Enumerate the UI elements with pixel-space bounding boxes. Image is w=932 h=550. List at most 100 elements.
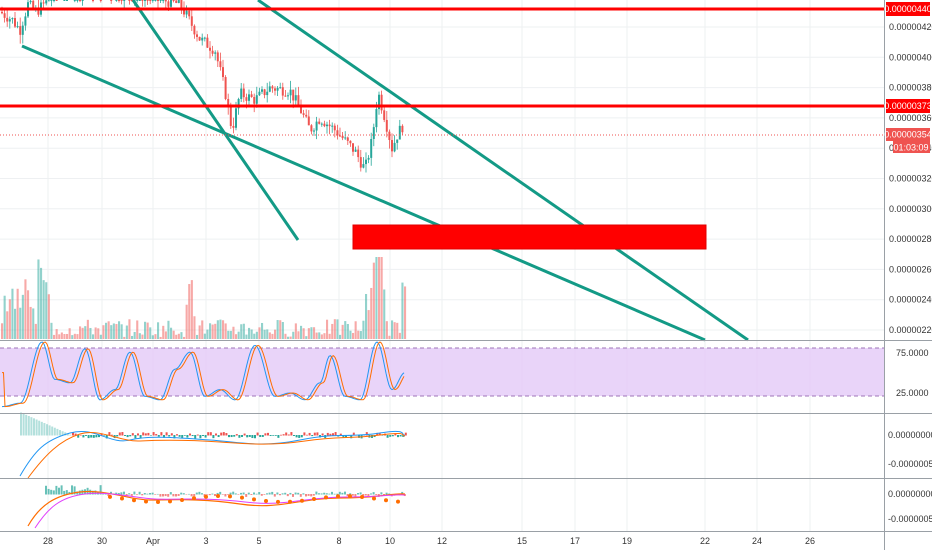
candle[interactable]: [224, 77, 227, 100]
candle[interactable]: [365, 159, 367, 165]
candle[interactable]: [349, 140, 352, 144]
candle[interactable]: [141, 0, 144, 1]
candle[interactable]: [45, 0, 48, 4]
candle[interactable]: [32, 0, 35, 9]
candle[interactable]: [154, 0, 157, 1]
candle[interactable]: [292, 89, 295, 101]
candle[interactable]: [388, 131, 391, 140]
candle[interactable]: [393, 142, 396, 152]
candle[interactable]: [341, 135, 344, 139]
candle[interactable]: [336, 130, 339, 136]
candle[interactable]: [159, 0, 162, 1]
candle[interactable]: [180, 0, 183, 9]
candle[interactable]: [378, 94, 380, 110]
candle[interactable]: [240, 88, 243, 99]
candle[interactable]: [185, 10, 188, 15]
candle[interactable]: [1, 11, 3, 14]
candle[interactable]: [333, 125, 336, 131]
candle[interactable]: [318, 121, 321, 124]
candle[interactable]: [344, 137, 347, 139]
candle[interactable]: [289, 89, 292, 96]
candle[interactable]: [266, 91, 269, 96]
candle[interactable]: [131, 0, 133, 1]
candle[interactable]: [177, 0, 180, 3]
candle[interactable]: [362, 164, 365, 168]
candle[interactable]: [157, 0, 159, 1]
candle[interactable]: [79, 0, 81, 1]
candle[interactable]: [172, 0, 175, 1]
candle[interactable]: [385, 119, 388, 132]
candle[interactable]: [115, 0, 118, 1]
candle[interactable]: [29, 0, 32, 3]
candle[interactable]: [250, 94, 253, 98]
candle[interactable]: [219, 61, 222, 68]
candle[interactable]: [339, 135, 341, 137]
candle[interactable]: [271, 86, 274, 89]
candle[interactable]: [370, 138, 373, 158]
candle[interactable]: [255, 95, 258, 104]
candle[interactable]: [229, 105, 232, 126]
candle[interactable]: [263, 89, 266, 96]
candle[interactable]: [92, 0, 94, 1]
candle[interactable]: [118, 0, 120, 1]
candle[interactable]: [276, 87, 279, 91]
candle[interactable]: [284, 95, 287, 97]
candle[interactable]: [6, 17, 9, 22]
candle[interactable]: [313, 130, 315, 132]
candle[interactable]: [209, 47, 211, 51]
candle[interactable]: [367, 157, 370, 160]
candle[interactable]: [151, 0, 154, 1]
candle[interactable]: [287, 95, 289, 97]
candle[interactable]: [279, 87, 282, 89]
candle[interactable]: [206, 37, 209, 48]
candle[interactable]: [346, 137, 349, 141]
candle[interactable]: [81, 0, 84, 1]
candle[interactable]: [258, 91, 261, 96]
candle[interactable]: [146, 0, 149, 1]
candle[interactable]: [55, 0, 58, 1]
candle[interactable]: [99, 0, 102, 1]
candle[interactable]: [253, 97, 256, 104]
candle[interactable]: [305, 114, 308, 117]
candle[interactable]: [242, 88, 245, 98]
candle[interactable]: [359, 157, 362, 168]
candle[interactable]: [354, 149, 357, 152]
candle[interactable]: [162, 0, 165, 1]
candle[interactable]: [203, 37, 206, 39]
candle[interactable]: [281, 87, 284, 96]
candle[interactable]: [120, 0, 123, 1]
candle[interactable]: [76, 0, 79, 1]
candle[interactable]: [193, 25, 196, 35]
candle[interactable]: [42, 2, 45, 4]
candle[interactable]: [380, 94, 383, 111]
candle[interactable]: [123, 0, 126, 1]
candle[interactable]: [307, 116, 310, 126]
candle[interactable]: [352, 143, 354, 152]
candle[interactable]: [227, 99, 230, 106]
candle[interactable]: [47, 0, 50, 2]
candle[interactable]: [328, 124, 331, 127]
candle[interactable]: [196, 34, 198, 37]
candle[interactable]: [274, 88, 276, 91]
candle[interactable]: [138, 0, 141, 1]
candle[interactable]: [188, 10, 191, 17]
candle[interactable]: [326, 124, 328, 127]
candle[interactable]: [110, 0, 113, 1]
candle[interactable]: [73, 0, 76, 1]
candle[interactable]: [198, 36, 201, 41]
candle[interactable]: [396, 139, 399, 143]
candle[interactable]: [245, 97, 248, 101]
candle[interactable]: [136, 0, 139, 1]
candle[interactable]: [16, 26, 19, 28]
target-zone[interactable]: [352, 224, 707, 250]
candle[interactable]: [331, 125, 334, 127]
candle[interactable]: [201, 37, 204, 41]
candle[interactable]: [144, 0, 146, 1]
candle[interactable]: [214, 52, 217, 54]
candle[interactable]: [310, 125, 313, 132]
candle[interactable]: [357, 149, 360, 158]
candle[interactable]: [232, 125, 235, 128]
candle[interactable]: [164, 0, 167, 2]
candle[interactable]: [14, 18, 16, 27]
candle[interactable]: [315, 121, 318, 131]
